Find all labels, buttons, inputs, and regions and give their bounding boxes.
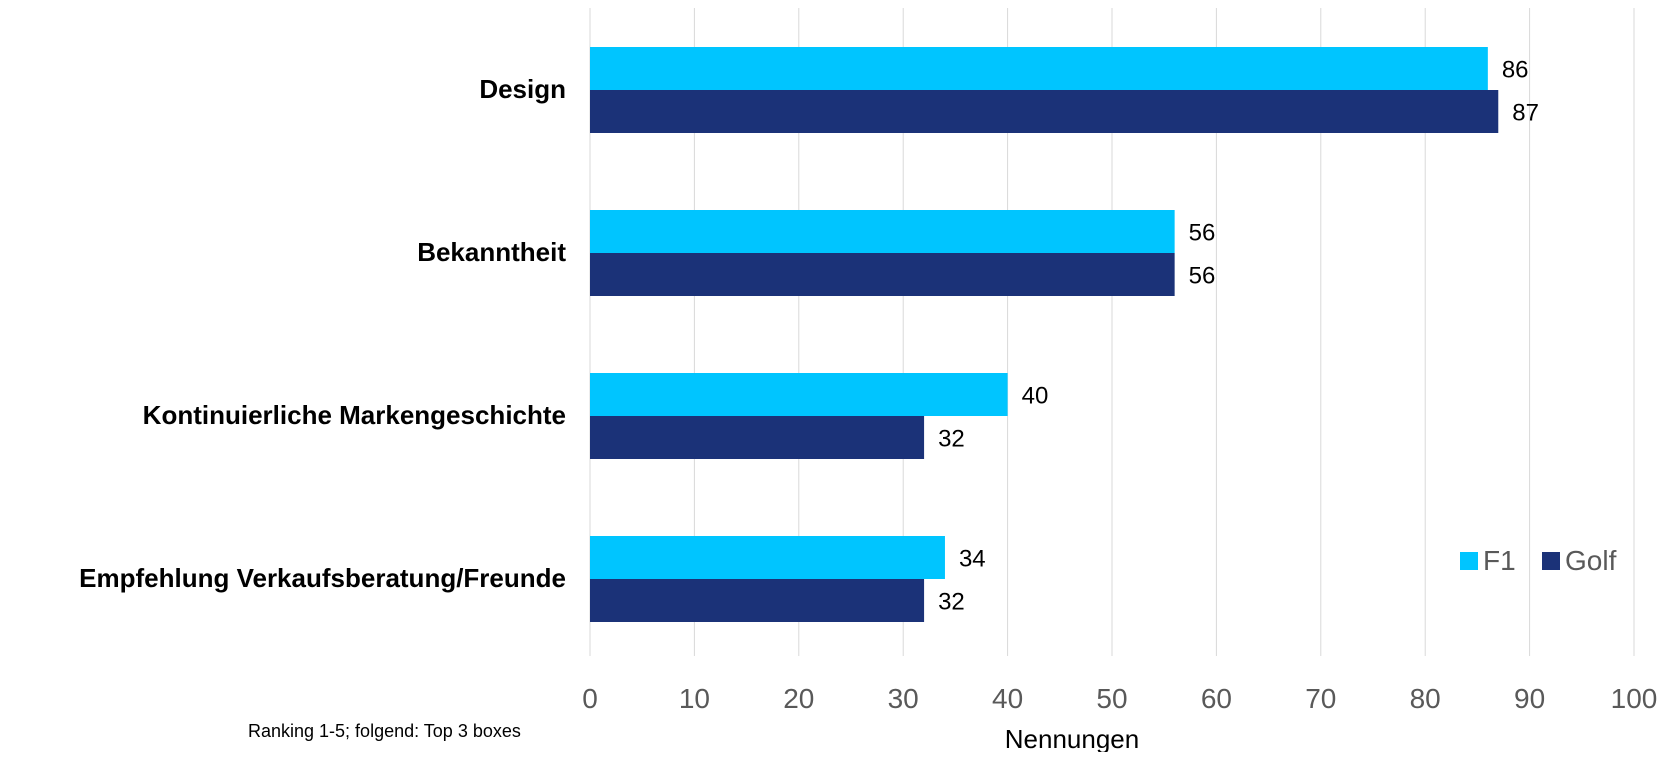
x-tick-labels: 0 10 20 30 40 50 60 70 80 90 100 — [582, 683, 1657, 714]
bars — [590, 47, 1499, 622]
bar-f1-1 — [590, 210, 1175, 253]
x-tick-label-2: 20 — [783, 683, 814, 714]
category-label-2: Kontinuierliche Markengeschichte — [143, 400, 566, 430]
data-label-golf-2: 32 — [938, 426, 965, 453]
bar-golf-2 — [590, 416, 925, 459]
x-tick-label-6: 60 — [1201, 683, 1232, 714]
x-tick-label-4: 40 — [992, 683, 1023, 714]
data-label-f1-3: 34 — [959, 546, 986, 573]
category-labels: Design Bekanntheit Kontinuierliche Markeng… — [79, 74, 566, 593]
legend-swatch-f1 — [1460, 552, 1478, 570]
x-tick-label-8: 80 — [1410, 683, 1441, 714]
data-label-golf-3: 32 — [938, 589, 965, 616]
x-tick-label-9: 90 — [1514, 683, 1545, 714]
bar-golf-3 — [590, 579, 925, 622]
category-label-1: Bekanntheit — [417, 237, 566, 267]
footnote: Ranking 1-5; folgend: Top 3 boxes — [248, 721, 521, 741]
category-label-0: Design — [479, 74, 566, 104]
data-label-golf-1: 56 — [1189, 263, 1216, 290]
bar-golf-1 — [590, 253, 1175, 296]
category-label-3: Empfehlung Verkaufsberatung/Freunde — [79, 563, 566, 593]
bar-f1-2 — [590, 373, 1008, 416]
data-label-f1-1: 56 — [1189, 220, 1216, 247]
legend-swatch-golf — [1542, 552, 1560, 570]
bar-f1-0 — [590, 47, 1488, 90]
x-tick-label-5: 50 — [1096, 683, 1127, 714]
legend-label-f1: F1 — [1483, 545, 1516, 576]
data-label-golf-0: 87 — [1512, 100, 1539, 127]
x-tick-label-0: 0 — [582, 683, 598, 714]
x-tick-label-10: 100 — [1611, 683, 1658, 714]
bar-f1-3 — [590, 536, 945, 579]
legend-label-golf: Golf — [1565, 545, 1617, 576]
data-label-f1-0: 86 — [1502, 57, 1529, 84]
x-tick-label-1: 10 — [679, 683, 710, 714]
x-tick-label-7: 70 — [1305, 683, 1336, 714]
data-labels: 86 87 56 56 40 32 34 32 — [938, 57, 1539, 616]
x-axis-title: Nennungen — [1005, 724, 1139, 752]
bar-golf-0 — [590, 90, 1499, 133]
x-tick-label-3: 30 — [888, 683, 919, 714]
legend: F1 Golf — [1460, 545, 1617, 576]
data-label-f1-2: 40 — [1022, 383, 1049, 410]
